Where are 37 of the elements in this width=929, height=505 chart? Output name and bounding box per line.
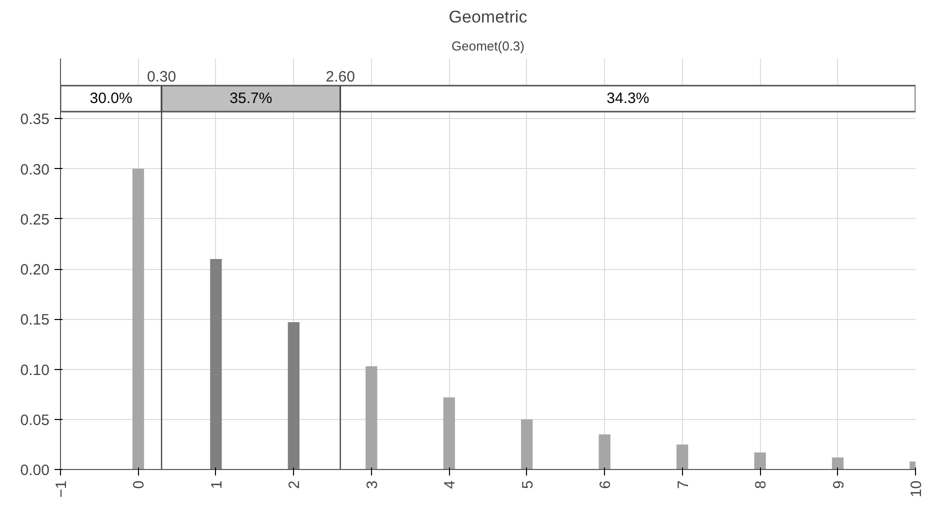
bar (754, 452, 766, 470)
x-tick-label: −1 (53, 480, 70, 498)
y-tick-label: 0.20 (20, 262, 50, 279)
band-label: 34.3% (606, 90, 650, 108)
y-tick-label: 0.05 (20, 412, 50, 429)
y-tick-label: 0.00 (20, 462, 50, 479)
bar (832, 457, 844, 470)
chart-title: Geometric (448, 8, 528, 26)
band-label: 35.7% (230, 90, 272, 108)
x-tick-label: 8 (752, 480, 770, 489)
ref-line-label: 2.60 (326, 68, 355, 86)
bar (443, 397, 455, 470)
bar (210, 258, 222, 470)
x-tick-label: 10 (908, 480, 925, 498)
x-tick-label: 7 (674, 480, 692, 489)
bar (366, 366, 378, 470)
ref-line-label: 0.30 (146, 68, 176, 86)
x-tick-label: 2 (286, 480, 304, 489)
x-tick-label: 0 (130, 480, 148, 489)
x-tick-label: 1 (208, 480, 226, 489)
y-tick-label: 0.10 (20, 362, 50, 379)
chart-subtitle: Geomet(0.3) (452, 38, 524, 54)
y-tick-label: 0.15 (20, 312, 50, 329)
bar (132, 168, 144, 470)
band-label: 30.0% (90, 90, 132, 108)
x-tick-label: 3 (364, 480, 381, 489)
bar (288, 322, 300, 470)
x-tick-label: 5 (519, 480, 536, 489)
x-tick-label: 4 (442, 480, 459, 489)
y-tick-label: 0.25 (20, 211, 50, 228)
bar (676, 444, 688, 470)
bar (598, 434, 610, 470)
x-tick-label: 9 (830, 480, 848, 489)
y-tick-label: 0.35 (20, 111, 50, 128)
y-tick-label: 0.30 (20, 161, 50, 178)
x-tick-label: 6 (597, 480, 614, 489)
bar (521, 419, 533, 470)
